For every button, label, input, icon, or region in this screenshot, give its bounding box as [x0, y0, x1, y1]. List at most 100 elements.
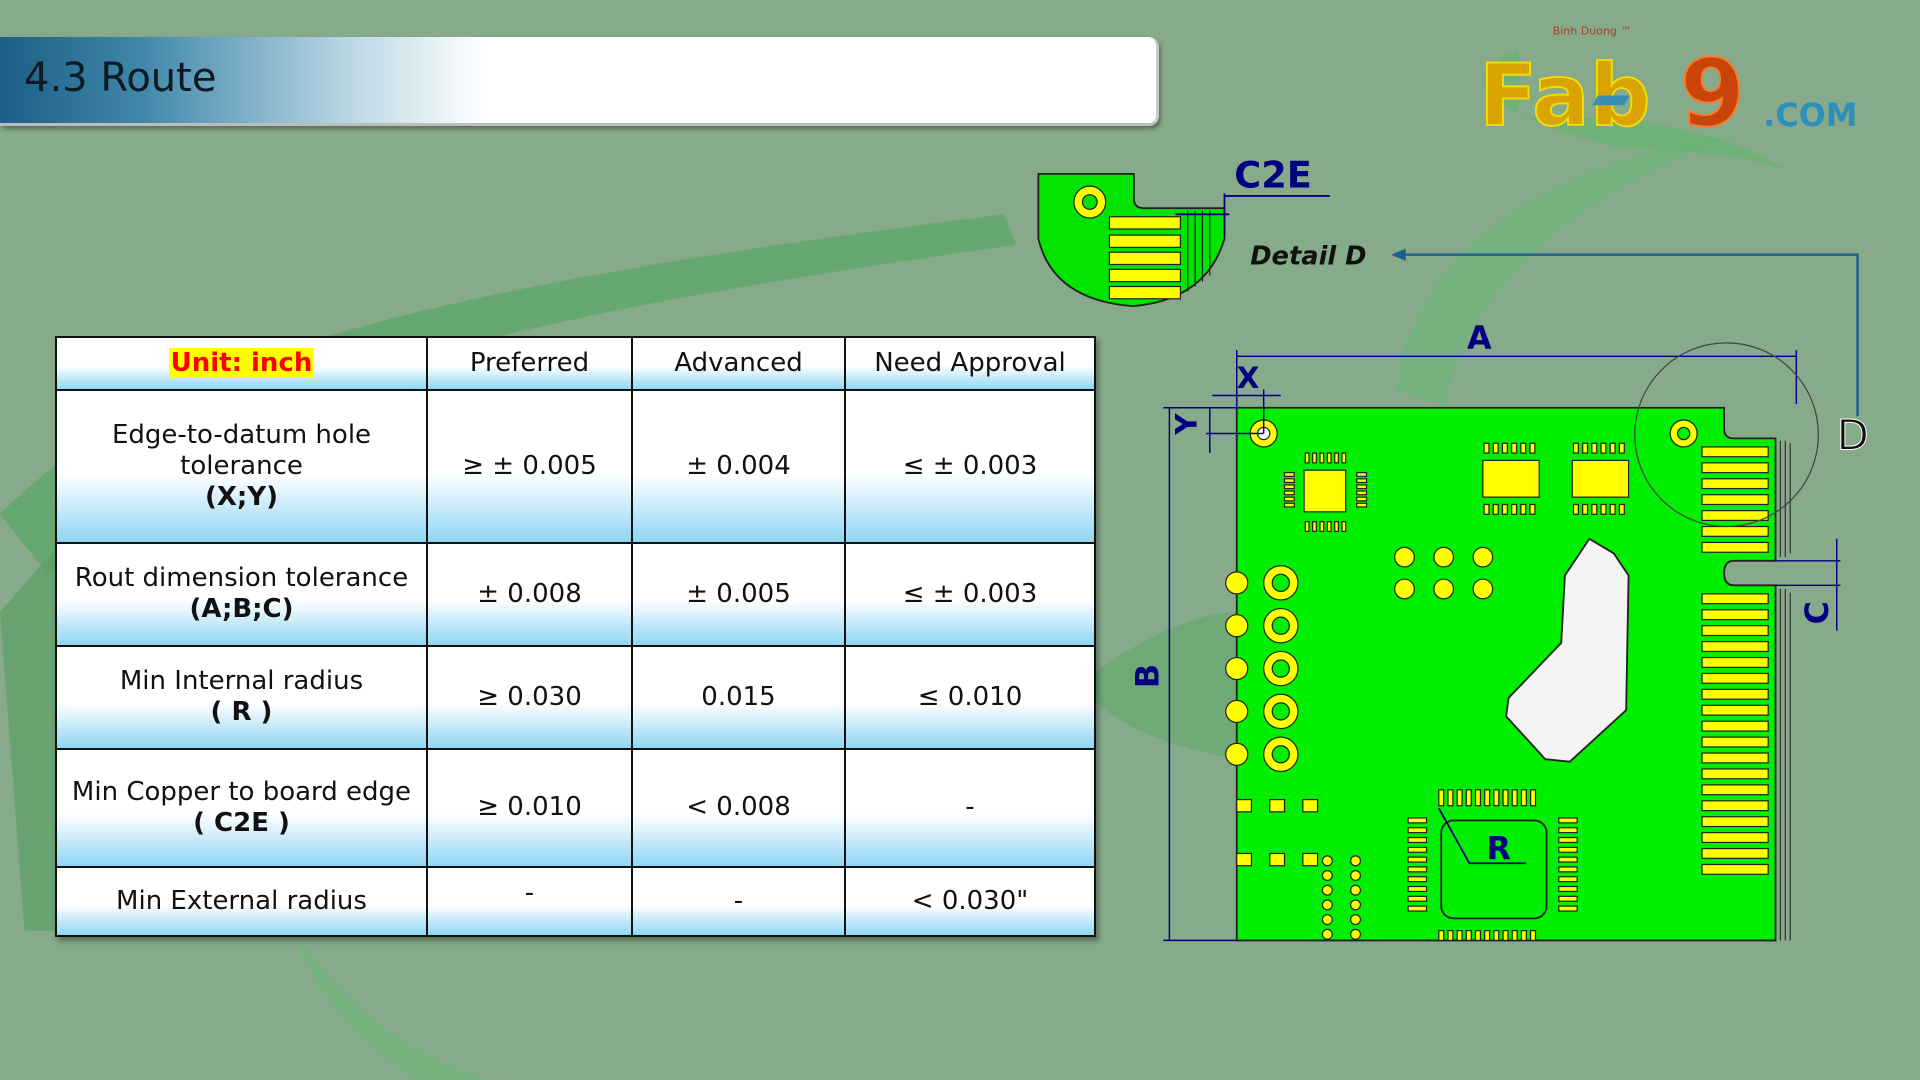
- smd-pad: [1502, 930, 1509, 942]
- edge-finger-pad: [1701, 784, 1769, 796]
- smd-pad: [1407, 846, 1428, 853]
- smd-pad: [1558, 866, 1578, 873]
- smd-pad: [1356, 472, 1368, 477]
- edge-finger-pad: [1701, 832, 1769, 844]
- edge-finger-pad: [1701, 625, 1769, 637]
- cell-need-approval: -: [844, 747, 1096, 868]
- edge-finger-pad: [1701, 641, 1769, 653]
- smd-pad: [1591, 442, 1598, 454]
- smd-pad: [1474, 789, 1482, 807]
- smd-pad: [1407, 817, 1428, 824]
- row-label: Min Copper to board edge( C2E ): [55, 747, 428, 868]
- smd-pad: [1283, 484, 1295, 490]
- smd-pad: [1591, 503, 1598, 515]
- smd-pad: [1356, 490, 1368, 496]
- cell-advanced: ± 0.004: [631, 389, 846, 544]
- smd-pad: [1558, 895, 1578, 902]
- cell-need-approval: < 0.030": [844, 865, 1096, 938]
- cell-preferred: ± 0.008: [426, 541, 633, 647]
- table-row: Edge-to-datum hole tolerance (X;Y) ≥ ± 0.…: [55, 389, 1096, 544]
- smd-pad: [1572, 503, 1579, 515]
- smd-pad: [1520, 930, 1527, 942]
- through-hole-drill: [1271, 616, 1290, 635]
- edge-finger-pad: [1701, 672, 1769, 684]
- table-row: Min Internal radius( R ) ≥ 0.030 0.015 ≤…: [55, 644, 1096, 750]
- table-header-row: Unit: inch Preferred Advanced Need Appro…: [55, 335, 1096, 392]
- smd-pad: [1356, 502, 1368, 508]
- smd-pad: [1501, 503, 1508, 515]
- smd-pad: [1511, 503, 1518, 515]
- smd-pad: [1341, 452, 1347, 464]
- smd-pad: [1558, 856, 1578, 863]
- header-advanced: Advanced: [631, 335, 846, 392]
- smd-pad: [1334, 521, 1339, 533]
- edge-finger-pad: [1701, 847, 1769, 859]
- c2e-label: C2E: [1234, 153, 1312, 196]
- edge-finger-pad: [1701, 609, 1769, 621]
- via-pad: [1350, 870, 1362, 882]
- cell-need-approval: ≤ 0.010: [844, 644, 1096, 750]
- smd-pad: [1302, 852, 1319, 867]
- edge-finger-pad: [1701, 736, 1769, 748]
- smd-pad: [1511, 930, 1518, 942]
- smd-pad: [1474, 930, 1482, 942]
- dim-r-label: R: [1487, 830, 1512, 868]
- smd-pad: [1319, 452, 1325, 464]
- smd-pad: [1407, 827, 1428, 834]
- smd-pad: [1483, 503, 1490, 515]
- detail-d-label: Detail D: [1250, 241, 1366, 271]
- dim-x-label: X: [1237, 361, 1260, 395]
- smd-pad: [1407, 866, 1428, 873]
- smd-pad: [1407, 905, 1428, 912]
- via-pad: [1321, 884, 1333, 896]
- smd-pad: [1341, 521, 1347, 533]
- round-pad: [1433, 546, 1455, 568]
- edge-finger-pad: [1701, 752, 1769, 764]
- smd-pad: [1283, 496, 1295, 502]
- through-hole-drill: [1271, 702, 1290, 721]
- edge-finger-pad: [1701, 462, 1769, 474]
- edge-finger-pad: [1701, 510, 1769, 522]
- smd-pad: [1438, 930, 1445, 942]
- smd-pad: [1529, 442, 1536, 454]
- smd-pad: [1312, 521, 1317, 533]
- dimension-lines: [1163, 350, 1841, 942]
- smd-pad: [1319, 521, 1325, 533]
- smd-pad: [1493, 789, 1500, 807]
- smd-pad: [1407, 895, 1428, 902]
- round-pad: [1433, 578, 1455, 600]
- smd-pad: [1558, 885, 1578, 893]
- smd-pad: [1609, 503, 1616, 515]
- cell-preferred: -: [426, 865, 633, 938]
- smd-pad: [1558, 836, 1578, 844]
- smd-pad: [1582, 503, 1589, 515]
- slide-title: 4.3 Route: [24, 55, 217, 101]
- smd-pad: [1326, 452, 1332, 464]
- dim-c-label: C: [1798, 601, 1836, 624]
- smd-pad: [1236, 852, 1253, 867]
- smd-pad: [1520, 789, 1527, 807]
- via-pad: [1350, 884, 1362, 896]
- smd-pad: [1407, 876, 1428, 883]
- smd-pad: [1609, 442, 1616, 454]
- table-row: Min External radius - - < 0.030": [55, 865, 1096, 938]
- smd-pad: [1484, 930, 1491, 942]
- through-hole-drill: [1271, 573, 1290, 593]
- cell-advanced: < 0.008: [631, 747, 846, 868]
- unit-label: Unit: inch: [168, 348, 315, 379]
- smd-pad: [1326, 521, 1332, 533]
- detail-d-inset: C2E Detail D: [1037, 153, 1367, 308]
- header-preferred: Preferred: [426, 335, 633, 392]
- smd-pad: [1356, 484, 1368, 490]
- cell-advanced: 0.015: [631, 644, 846, 750]
- smd-pad: [1438, 789, 1445, 807]
- dim-b-label: B: [1128, 664, 1166, 688]
- edge-finger-pad: [1701, 704, 1769, 716]
- edge-finger-pad: [1701, 720, 1769, 732]
- row-label: Min External radius: [55, 865, 428, 938]
- smd-pad: [1407, 836, 1428, 844]
- smd-pad: [1304, 521, 1310, 533]
- smd-pad: [1492, 503, 1499, 515]
